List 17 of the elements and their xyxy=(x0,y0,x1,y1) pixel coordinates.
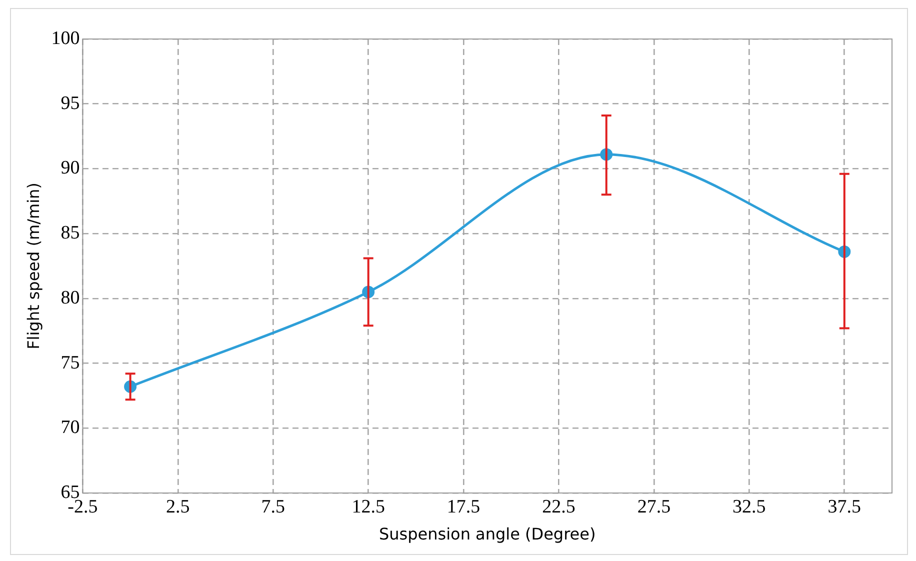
y-tick-label: 80 xyxy=(60,287,80,308)
x-tick-label: 22.5 xyxy=(542,496,576,518)
x-tick-label: 2.5 xyxy=(166,496,190,518)
y-axis-title: Flight speed (m/min) xyxy=(24,182,43,350)
x-tick-label: 37.5 xyxy=(828,496,862,518)
y-tick-label: 75 xyxy=(60,352,80,374)
x-tick-label: 17.5 xyxy=(446,496,480,518)
x-tick-label: 27.5 xyxy=(637,496,671,518)
x-axis-title: Suspension angle (Degree) xyxy=(378,524,596,544)
y-tick-label: 70 xyxy=(60,417,80,438)
y-tick-label: 90 xyxy=(60,158,80,179)
x-tick-label: 7.5 xyxy=(261,496,285,518)
y-tick-label: 85 xyxy=(60,222,80,244)
x-tick-label: 32.5 xyxy=(732,496,766,518)
y-tick-label: 95 xyxy=(60,92,80,114)
x-tick-label: 12.5 xyxy=(352,496,385,518)
y-tick-label: 100 xyxy=(51,28,80,49)
